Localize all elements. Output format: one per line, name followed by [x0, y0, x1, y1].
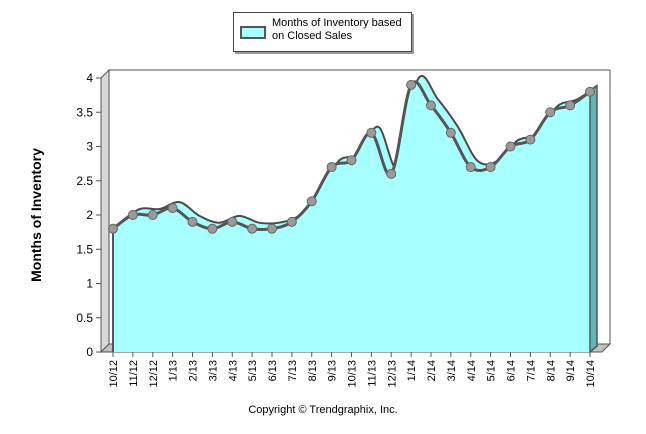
- x-tick-label: 9/13: [327, 360, 339, 381]
- x-tick-label: 8/14: [545, 360, 557, 381]
- y-tick-label: 1: [86, 277, 93, 291]
- data-point: [525, 134, 536, 145]
- data-point: [545, 107, 556, 118]
- area-right-side: [589, 84, 598, 354]
- data-point: [346, 155, 357, 166]
- x-tick-label: 6/14: [506, 360, 518, 381]
- data-point: [267, 223, 277, 234]
- x-tick-label: 12/12: [148, 360, 160, 388]
- x-tick-label: 2/14: [426, 360, 438, 381]
- y-tick-label: 0.5: [76, 311, 93, 325]
- x-tick-label: 8/13: [307, 360, 319, 381]
- x-tick-label: 7/13: [287, 360, 299, 381]
- y-tick-label: 1.5: [76, 242, 93, 256]
- data-point: [167, 203, 178, 214]
- data-point: [127, 210, 138, 220]
- legend-swatch: [240, 26, 266, 39]
- plot-left-wall: [100, 68, 110, 354]
- x-tick-label: 7/14: [525, 360, 537, 381]
- data-point: [247, 223, 258, 234]
- x-tick-label: 10/14: [585, 360, 597, 388]
- data-point: [108, 223, 118, 234]
- legend-label: Months of Inventory based on Closed Sale…: [272, 17, 408, 43]
- copyright-text: Copyright © Trendgraphix, Inc.: [248, 404, 398, 416]
- x-tick-label: 3/13: [207, 360, 219, 381]
- y-tick-label: 2.5: [76, 174, 93, 188]
- data-point: [386, 168, 397, 179]
- y-tick-label: 3.5: [76, 105, 93, 119]
- x-tick-label: 3/14: [446, 360, 458, 381]
- data-point: [485, 162, 496, 173]
- data-point: [406, 79, 417, 90]
- legend: Months of Inventory based on Closed Sale…: [233, 12, 412, 52]
- data-point: [207, 223, 218, 234]
- x-tick-label: 6/13: [267, 360, 279, 381]
- x-tick-label: 9/14: [565, 360, 577, 381]
- x-tick-label: 5/13: [247, 360, 259, 381]
- x-tick-label: 1/14: [406, 360, 418, 381]
- x-tick-label: 10/12: [108, 360, 120, 388]
- data-point: [565, 100, 576, 111]
- legend-label-line1: Months of Inventory based: [272, 17, 402, 29]
- x-tick-label: 2/13: [188, 360, 200, 381]
- data-point: [426, 100, 436, 111]
- data-point: [306, 196, 317, 207]
- data-point: [326, 162, 337, 173]
- data-point: [286, 216, 297, 227]
- x-tick-label: 4/13: [227, 360, 239, 381]
- x-tick-label: 1/13: [168, 360, 180, 381]
- x-tick-label: 5/14: [486, 360, 498, 381]
- area-fill: [113, 81, 590, 352]
- data-point: [505, 141, 516, 152]
- x-tick-label: 4/14: [466, 360, 478, 381]
- data-point: [147, 210, 158, 220]
- data-point: [366, 127, 377, 138]
- x-tick-label: 11/12: [128, 360, 140, 387]
- data-point: [187, 216, 198, 227]
- y-tick-label: 2: [86, 208, 93, 222]
- y-tick-label: 3: [86, 140, 93, 154]
- x-tick-label: 11/13: [366, 360, 378, 387]
- data-point: [465, 162, 476, 173]
- legend-label-line2: on Closed Sales: [272, 30, 353, 42]
- y-tick-label: 0: [86, 345, 93, 359]
- data-point: [445, 127, 456, 138]
- x-tick-label: 12/13: [386, 360, 398, 388]
- data-point: [227, 216, 238, 227]
- y-axis-label: Months of Inventory: [28, 148, 44, 282]
- y-tick-label: 4: [86, 71, 93, 85]
- x-tick-label: 10/13: [347, 360, 359, 388]
- data-point: [585, 86, 595, 97]
